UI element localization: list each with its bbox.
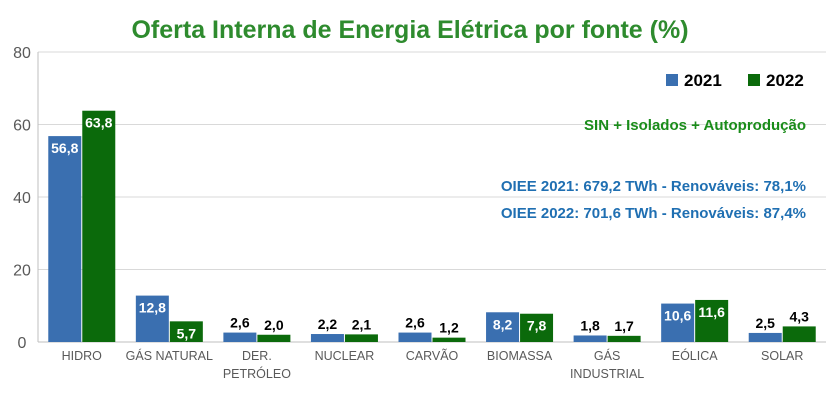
legend-swatch-2022: [748, 74, 760, 86]
y-tick-label: 40: [13, 190, 31, 207]
data-label: 8,2: [493, 316, 513, 332]
bar-2022: [257, 334, 291, 342]
x-tick-label: GÁS NATURAL: [126, 348, 213, 363]
scope-annotation: SIN + Isolados + Autoprodução: [584, 117, 806, 134]
x-tick-label: DER.: [242, 349, 272, 363]
x-tick-label: CARVÃO: [406, 349, 459, 363]
bar-2021: [486, 312, 520, 342]
oiee-2022-annotation: OIEE 2022: 701,6 TWh - Renováveis: 87,4%: [501, 205, 806, 222]
data-label: 2,1: [352, 316, 372, 332]
bar-2022: [82, 110, 116, 342]
grid-lines: [37, 51, 826, 343]
chart-title: Oferta Interna de Energia Elétrica por f…: [131, 16, 688, 44]
y-tick-label: 60: [13, 118, 31, 135]
data-label: 1,2: [439, 320, 459, 336]
legend-swatch-2021: [666, 74, 678, 86]
bar-2022: [169, 321, 203, 342]
data-label: 12,8: [139, 300, 166, 316]
bars: [48, 110, 816, 342]
bar-2021: [661, 303, 695, 342]
data-label: 4,3: [789, 308, 809, 324]
bar-2022: [520, 313, 554, 342]
data-label: 63,8: [85, 115, 112, 131]
bar-2022: [607, 335, 641, 342]
data-label: 7,8: [527, 318, 547, 334]
data-label: 2,0: [264, 317, 284, 333]
bar-2021: [223, 332, 257, 342]
legend-label-2022: 2022: [766, 71, 804, 90]
bar-2022: [344, 334, 378, 342]
x-tick-label: NUCLEAR: [315, 349, 375, 363]
y-tick-label: 0: [18, 335, 27, 352]
y-tick-label: 20: [13, 263, 31, 280]
x-tick-label: SOLAR: [761, 349, 803, 363]
oiee-2021-annotation: OIEE 2021: 679,2 TWh - Renováveis: 78,1%: [501, 178, 806, 195]
x-tick-label: HIDRO: [62, 349, 103, 363]
data-label: 1,8: [580, 317, 600, 333]
legend-label-2021: 2021: [684, 71, 722, 90]
bar-2022: [782, 326, 816, 342]
y-tick-label: 80: [13, 45, 31, 62]
legend: 2021 2022: [666, 71, 804, 90]
x-tick-label: EÓLICA: [672, 348, 719, 363]
data-label: 11,6: [698, 304, 725, 320]
x-tick-label: PETRÓLEO: [223, 366, 291, 381]
data-label: 10,6: [664, 308, 691, 324]
bar-2021: [135, 295, 169, 342]
data-label: 5,7: [177, 325, 197, 341]
data-label: 2,6: [230, 315, 250, 331]
data-label: 2,5: [755, 315, 775, 331]
x-tick-label: BIOMASSA: [487, 349, 553, 363]
x-axis-labels: HIDRO GÁS NATURAL DER. PETRÓLEO NUCLEAR CARVÃ…: [62, 348, 804, 381]
x-tick-label: INDUSTRIAL: [570, 367, 644, 381]
bar-2021: [310, 334, 344, 342]
bar-2021: [398, 332, 432, 342]
data-label: 2,6: [405, 315, 425, 331]
data-label: 1,7: [614, 318, 634, 334]
x-tick-label: GÁS: [594, 348, 620, 363]
data-label: 2,2: [318, 316, 338, 332]
bar-2021: [48, 136, 82, 342]
bar-2021: [748, 332, 782, 342]
bar-2021: [573, 335, 607, 342]
data-labels: 56,8 63,8 12,8 5,7 2,6 2,0 2,2 2,1 2,6 1,2 8,2 7,8 1…: [51, 115, 809, 342]
bar-2022: [695, 299, 729, 342]
bar-2022: [432, 337, 466, 342]
y-axis-ticks: 0 20 40 60 80: [13, 45, 31, 352]
data-label: 56,8: [51, 140, 78, 156]
